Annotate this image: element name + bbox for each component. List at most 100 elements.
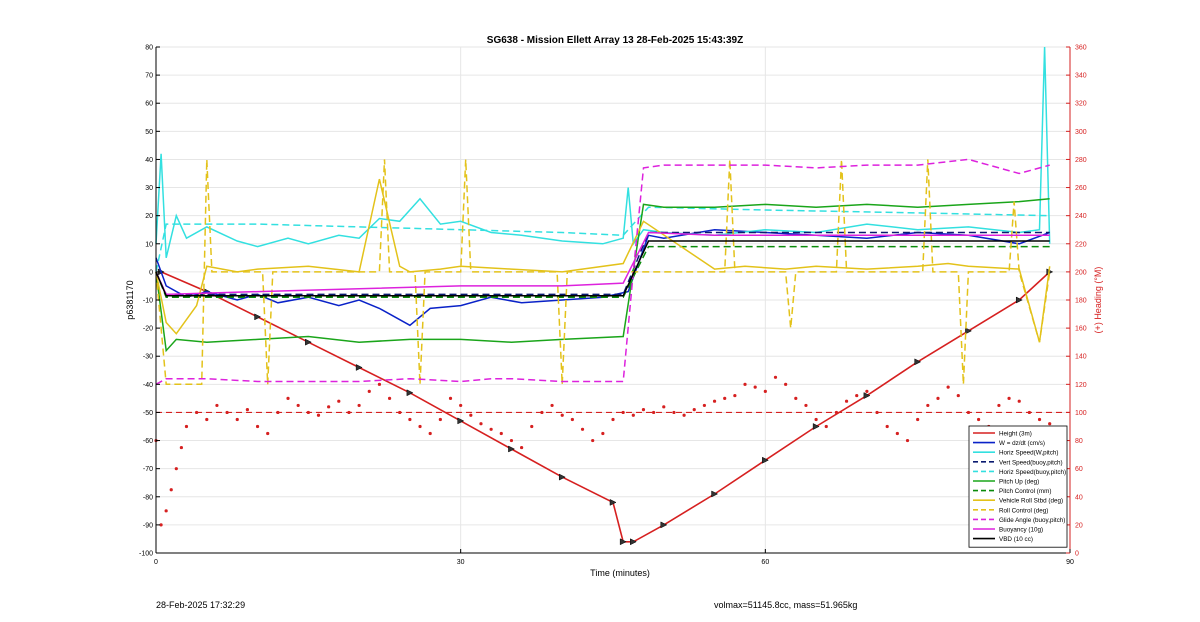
- heading-point: [865, 389, 869, 393]
- heading-point: [652, 410, 656, 415]
- heading-point: [784, 382, 788, 386]
- y-tick-label: 60: [145, 101, 153, 108]
- y-tick-label: -20: [143, 326, 153, 333]
- y-tick-label: -80: [143, 494, 153, 501]
- legend-label: Buoyancy (10g): [999, 527, 1043, 534]
- y2-tick-label: 100: [1075, 410, 1087, 417]
- series-line: [155, 178, 1051, 343]
- heading-point: [509, 438, 514, 443]
- height-marker: [863, 392, 871, 399]
- y-tick-label: 0: [149, 269, 153, 276]
- heading-point: [712, 399, 717, 403]
- y2-tick-label: 160: [1075, 326, 1087, 333]
- legend-label: Horiz Speed(buoy,pitch): [999, 469, 1066, 476]
- heading-point: [448, 396, 453, 400]
- height-marker: [965, 327, 973, 335]
- y-tick-label: 80: [145, 45, 153, 52]
- heading-point: [977, 417, 981, 422]
- heading-point: [255, 424, 260, 429]
- heading-point: [794, 396, 798, 400]
- series-line: [155, 245, 1050, 298]
- heading-point: [489, 427, 493, 431]
- y2-tick-label: 20: [1075, 522, 1083, 529]
- y-tick-label: -40: [143, 382, 153, 389]
- y2-tick-label: 240: [1075, 213, 1087, 220]
- series-line: [160, 271, 1051, 543]
- heading-point: [337, 399, 341, 403]
- heading-point: [316, 413, 321, 417]
- legend-label: Glide Angle (buoy,pitch): [999, 517, 1065, 524]
- heading-point: [692, 408, 696, 412]
- height-marker: [508, 445, 516, 453]
- heading-point: [611, 417, 615, 422]
- height-marker: [406, 389, 414, 397]
- heading-point: [184, 424, 189, 429]
- y2-tick-label: 300: [1075, 129, 1087, 136]
- x-tick-label: 90: [1066, 559, 1074, 566]
- heading-point: [164, 509, 168, 513]
- y-tick-label: 20: [145, 213, 153, 220]
- height-marker: [558, 473, 566, 481]
- heading-point: [743, 382, 747, 386]
- heading-point: [159, 523, 163, 527]
- footer-stats: volmax=51145.8cc, mass=51.965kg: [714, 600, 858, 610]
- heading-point: [469, 413, 473, 417]
- legend-label: Height (3m): [999, 431, 1032, 438]
- y-tick-label: 50: [145, 129, 153, 136]
- heading-point: [662, 405, 666, 409]
- heading-point: [286, 396, 290, 400]
- heading-point: [1007, 396, 1011, 400]
- heading-point: [926, 403, 930, 408]
- heading-point: [418, 424, 422, 429]
- y-axis-label: p6381170: [125, 280, 135, 319]
- heading-point: [570, 417, 574, 422]
- heading-point: [672, 410, 676, 415]
- legend-label: Pitch Up (deg): [999, 479, 1039, 486]
- heading-point: [245, 408, 249, 412]
- height-marker: [254, 313, 262, 321]
- heading-point: [327, 405, 331, 409]
- x-axis-label: Time (minutes): [590, 568, 650, 578]
- heading-point: [763, 389, 767, 393]
- x-tick-label: 0: [154, 559, 158, 566]
- heading-point: [266, 431, 270, 436]
- heading-point: [641, 408, 646, 412]
- heading-point: [804, 403, 808, 408]
- y2-tick-label: 140: [1075, 354, 1087, 361]
- y2-tick-label: 120: [1075, 382, 1087, 389]
- y-tick-label: 70: [145, 73, 153, 80]
- series-line: [155, 206, 1050, 273]
- y-tick-label: -100: [139, 551, 153, 558]
- y2-tick-label: 180: [1075, 298, 1087, 305]
- heading-point: [936, 396, 940, 400]
- series-line: [155, 158, 1050, 385]
- legend-label: Vehicle Roll Stbd (deg): [999, 498, 1063, 505]
- y-tick-label: 30: [145, 185, 153, 192]
- heading-point: [844, 399, 849, 403]
- y-tick-label: -90: [143, 522, 153, 529]
- heading-point: [520, 445, 524, 450]
- y2-tick-label: 320: [1075, 101, 1087, 108]
- y2-tick-label: 80: [1075, 438, 1083, 445]
- heading-point: [702, 403, 707, 408]
- y2-tick-label: 220: [1075, 241, 1087, 248]
- heading-point: [428, 431, 432, 436]
- height-marker: [305, 338, 312, 346]
- heading-point: [367, 389, 371, 393]
- legend-label: Pitch Control (mm): [999, 488, 1051, 495]
- height-marker: [812, 423, 820, 430]
- heading-point: [235, 417, 239, 422]
- height-marker: [609, 498, 617, 506]
- height-marker: [660, 521, 668, 529]
- y2-tick-label: 280: [1075, 157, 1087, 164]
- heading-point: [905, 438, 910, 443]
- heading-point: [621, 410, 625, 415]
- heading-point: [855, 393, 859, 398]
- height-marker: [630, 538, 637, 546]
- y2-tick-label: 200: [1075, 269, 1087, 276]
- heading-point: [1037, 417, 1042, 422]
- heading-point: [205, 417, 209, 422]
- y2-tick-label: 360: [1075, 45, 1087, 52]
- legend-box: [968, 425, 1068, 548]
- y-tick-label: -60: [143, 438, 153, 445]
